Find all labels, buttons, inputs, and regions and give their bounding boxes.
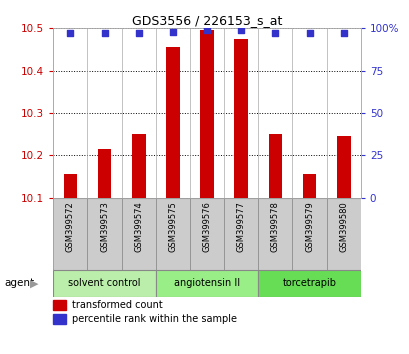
Point <box>203 27 210 33</box>
Text: percentile rank within the sample: percentile rank within the sample <box>72 314 236 324</box>
Bar <box>132 134 145 198</box>
Text: GSM399573: GSM399573 <box>100 201 109 252</box>
Point <box>339 30 346 36</box>
Text: GSM399572: GSM399572 <box>66 201 75 252</box>
Bar <box>258 270 360 297</box>
Text: GSM399574: GSM399574 <box>134 201 143 252</box>
Text: GSM399579: GSM399579 <box>304 201 313 252</box>
Text: torcetrapib: torcetrapib <box>282 278 336 289</box>
Bar <box>121 198 155 270</box>
Bar <box>63 174 77 198</box>
Text: solvent control: solvent control <box>68 278 140 289</box>
Bar <box>155 198 189 270</box>
Text: GSM399580: GSM399580 <box>338 201 347 252</box>
Bar <box>234 39 247 198</box>
Bar <box>302 174 316 198</box>
Point <box>306 30 312 36</box>
Bar <box>53 270 155 297</box>
Bar <box>53 314 65 324</box>
Bar <box>224 198 258 270</box>
Text: agent: agent <box>4 278 34 289</box>
Bar <box>189 198 224 270</box>
Text: angiotensin II: angiotensin II <box>173 278 240 289</box>
Bar <box>53 198 87 270</box>
Bar <box>336 136 350 198</box>
Bar <box>326 198 360 270</box>
Bar <box>53 299 65 310</box>
Bar <box>200 30 213 198</box>
Bar <box>155 270 258 297</box>
Text: GSM399575: GSM399575 <box>168 201 177 252</box>
Bar <box>166 47 179 198</box>
Text: transformed count: transformed count <box>72 300 162 310</box>
Point <box>169 29 176 35</box>
Point <box>67 30 74 36</box>
Point <box>135 30 142 36</box>
Text: ▶: ▶ <box>29 278 38 289</box>
Bar <box>97 149 111 198</box>
Bar <box>268 134 281 198</box>
Bar <box>258 198 292 270</box>
Text: GSM399577: GSM399577 <box>236 201 245 252</box>
Title: GDS3556 / 226153_s_at: GDS3556 / 226153_s_at <box>132 14 281 27</box>
Bar <box>87 198 121 270</box>
Point <box>272 30 278 36</box>
Text: GSM399578: GSM399578 <box>270 201 279 252</box>
Point <box>237 27 244 33</box>
Point <box>101 30 108 36</box>
Text: GSM399576: GSM399576 <box>202 201 211 252</box>
Bar <box>292 198 326 270</box>
